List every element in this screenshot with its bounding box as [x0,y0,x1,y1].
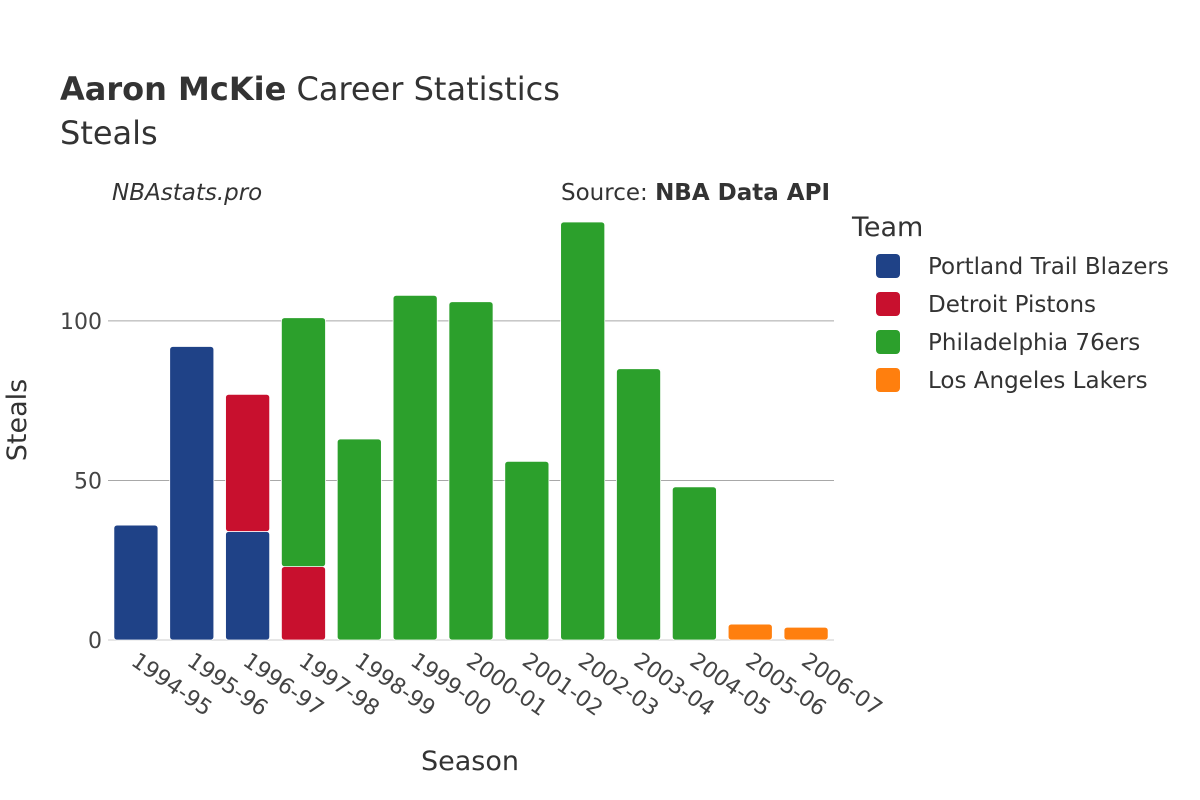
source-name: NBA Data API [655,180,830,206]
legend-item-label: Portland Trail Blazers [928,254,1169,280]
y-axis-label: Steals [2,379,33,461]
bar-segment [281,317,326,568]
legend-swatch [876,292,900,316]
legend-title: Team [851,212,923,243]
chart-subtitle: Steals [60,114,158,152]
source-prefix: Source: [561,180,655,206]
bar-segment [225,531,271,641]
bar-segment [392,294,438,641]
legend-item-label: Detroit Pistons [928,292,1096,318]
legend-item-label: Philadelphia 76ers [928,330,1140,356]
y-tick-label: 100 [60,310,102,335]
bar-segment [671,486,717,641]
bar-segment [616,368,661,641]
bar-segment [560,221,606,641]
title-rest: Career Statistics [297,70,560,108]
legend: Team Portland Trail Blazers Detroit Pisto… [851,212,1169,394]
x-axis-label: Season [421,746,519,777]
bar-segment [336,438,382,641]
bar-segment [783,626,829,641]
site-credit: NBAstats.pro [112,180,262,206]
y-axis-ticks: 0 50 100 [60,310,102,654]
bar-segment [281,566,326,641]
chart-title: Aaron McKie Career Statistics [60,70,560,108]
bar-segment [169,346,215,641]
bar-segment [225,393,271,532]
y-tick-label: 0 [88,629,102,654]
legend-swatch [876,254,900,278]
x-axis-ticks: 1994-951995-961996-971997-981998-991999-… [126,648,886,721]
title-spacer [286,70,296,108]
bars [113,221,829,641]
legend-item-label: Los Angeles Lakers [928,368,1148,394]
legend-swatch [876,368,900,392]
player-name: Aaron McKie [60,70,286,108]
y-tick-label: 50 [74,469,102,494]
bar-segment [727,623,773,641]
bar-segment [504,460,550,641]
source-credit: Source: NBA Data API [561,180,830,206]
legend-swatch [876,330,900,354]
bar-segment [113,524,159,641]
bar-segment [448,301,494,641]
